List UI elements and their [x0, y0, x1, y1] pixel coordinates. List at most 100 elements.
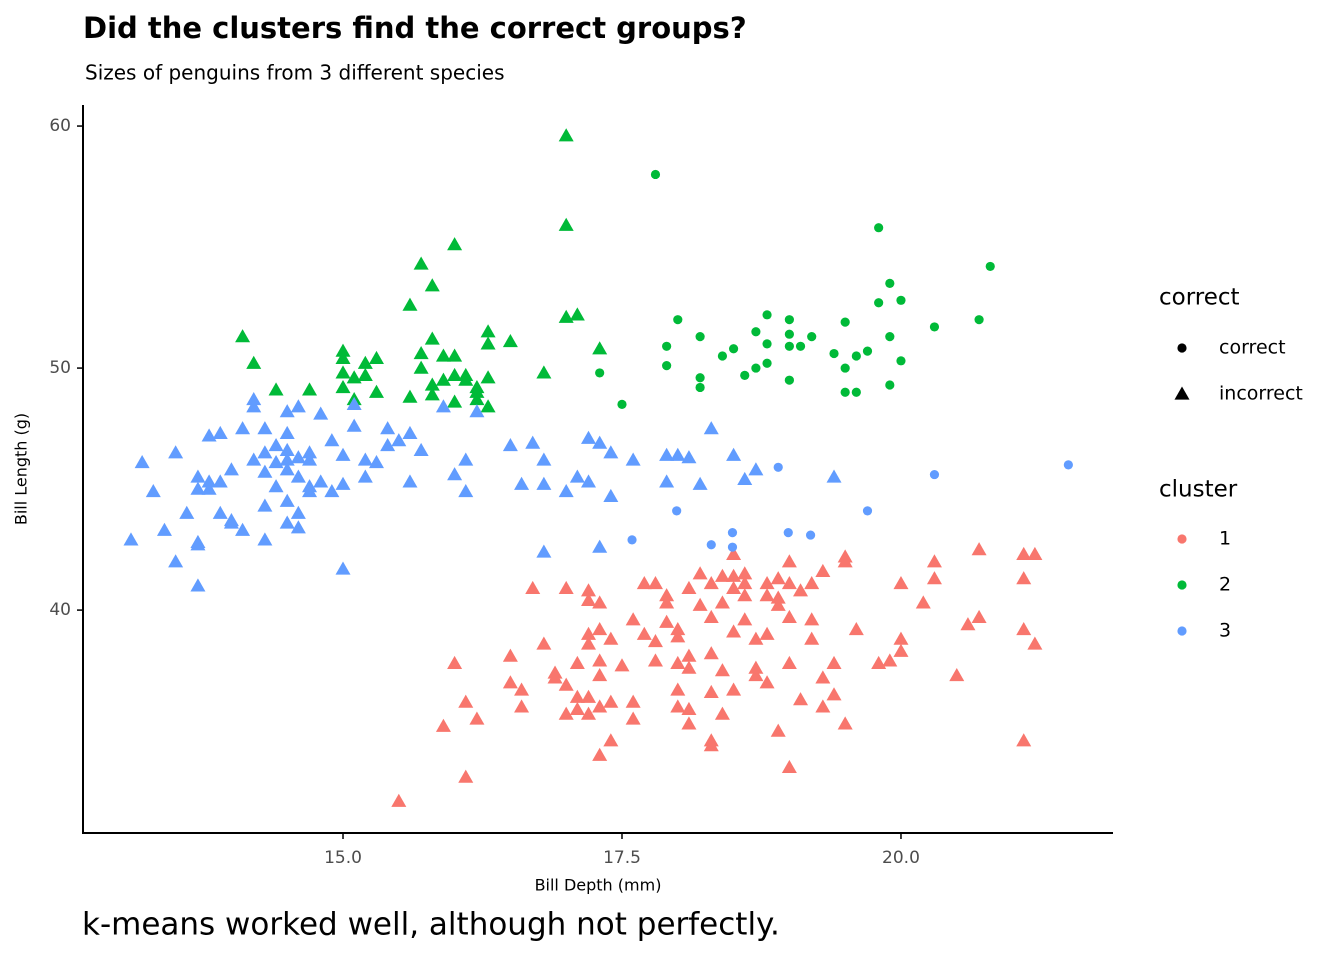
point [268, 454, 284, 469]
point [290, 520, 306, 534]
point [848, 621, 864, 636]
point [447, 367, 463, 381]
point [335, 350, 351, 365]
point [784, 341, 794, 351]
point [929, 469, 940, 480]
point [703, 421, 719, 435]
point [751, 327, 761, 337]
point [569, 307, 585, 321]
point [558, 128, 574, 142]
point [279, 442, 295, 456]
point [862, 346, 873, 356]
point [804, 575, 820, 590]
point [784, 329, 794, 339]
point [762, 310, 772, 320]
point [672, 506, 682, 516]
point [190, 578, 206, 592]
point [357, 367, 373, 381]
y-tick-label: 50 [49, 358, 71, 378]
legend-key [1174, 386, 1190, 400]
point [302, 382, 318, 396]
point [424, 387, 440, 401]
point [1016, 621, 1032, 636]
point [762, 358, 772, 368]
point [717, 351, 728, 361]
point [692, 597, 708, 611]
point [302, 445, 318, 459]
point [592, 435, 608, 449]
point [670, 447, 686, 461]
point [581, 626, 597, 640]
point [190, 534, 206, 548]
point [1016, 733, 1032, 747]
y-tick-label: 60 [49, 116, 71, 136]
point [681, 580, 697, 594]
point [458, 452, 474, 466]
point [826, 469, 842, 483]
point [726, 568, 742, 582]
legend-key [1177, 580, 1187, 590]
point [368, 454, 384, 469]
point [279, 452, 295, 466]
point [424, 331, 440, 345]
point [380, 438, 396, 452]
point [514, 682, 530, 696]
point [728, 344, 739, 354]
point [625, 694, 641, 708]
point [223, 462, 239, 476]
point [346, 418, 362, 432]
point [357, 469, 373, 483]
point [357, 355, 373, 369]
point [681, 701, 697, 715]
point [662, 361, 672, 371]
point [985, 261, 995, 272]
point [435, 399, 451, 413]
point [558, 484, 574, 498]
legend-title: correct [1159, 285, 1240, 311]
point [168, 445, 184, 459]
point [807, 332, 817, 342]
point [592, 341, 608, 355]
point [458, 367, 474, 381]
point [636, 575, 652, 590]
point [279, 462, 295, 476]
point [581, 636, 597, 650]
point [536, 365, 552, 379]
point [692, 476, 708, 490]
point [647, 634, 663, 648]
point [569, 655, 585, 669]
point [435, 348, 451, 362]
point [804, 612, 820, 626]
point [773, 462, 783, 472]
point [759, 575, 775, 590]
point [324, 433, 340, 447]
point [770, 590, 786, 604]
point [257, 421, 273, 435]
point [313, 474, 329, 488]
point [815, 699, 831, 713]
point [659, 474, 675, 488]
chart-subtitle: Sizes of penguins from 3 different speci… [85, 61, 505, 85]
point [558, 580, 574, 594]
point [829, 348, 839, 359]
point [558, 217, 574, 231]
point [335, 561, 351, 575]
point [368, 350, 384, 365]
point [335, 476, 351, 490]
point [257, 532, 273, 546]
point [748, 667, 764, 682]
point [391, 793, 407, 807]
point [770, 723, 786, 737]
point [681, 450, 697, 464]
point [313, 406, 329, 420]
x-axis-label: Bill Depth (mm) [535, 876, 662, 895]
point [670, 655, 686, 669]
point [1027, 546, 1043, 561]
point [246, 399, 262, 413]
point [592, 699, 608, 713]
point [748, 660, 764, 674]
point [783, 528, 793, 538]
point [726, 447, 742, 461]
point [290, 469, 306, 483]
